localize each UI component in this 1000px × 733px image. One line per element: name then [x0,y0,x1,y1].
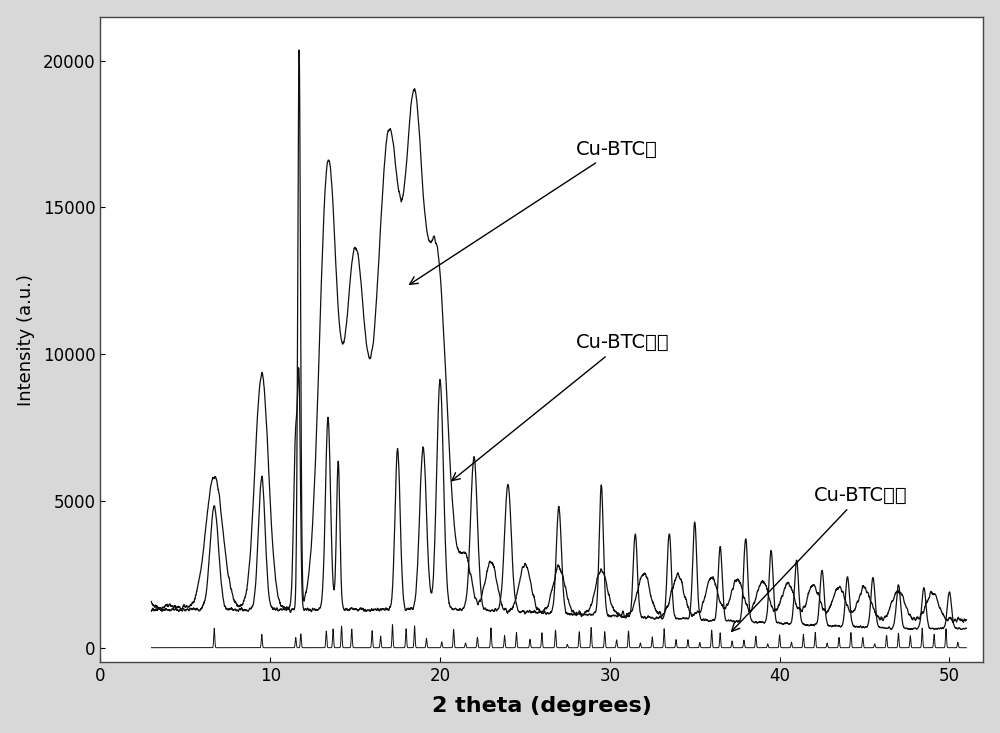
X-axis label: 2 theta (degrees): 2 theta (degrees) [432,696,652,716]
Y-axis label: Intensity (a.u.): Intensity (a.u.) [17,273,35,405]
Text: Cu-BTC粉末: Cu-BTC粉末 [452,334,669,481]
Text: Cu-BTC模拟: Cu-BTC模拟 [732,486,907,631]
Text: Cu-BTC膜: Cu-BTC膜 [410,139,658,284]
